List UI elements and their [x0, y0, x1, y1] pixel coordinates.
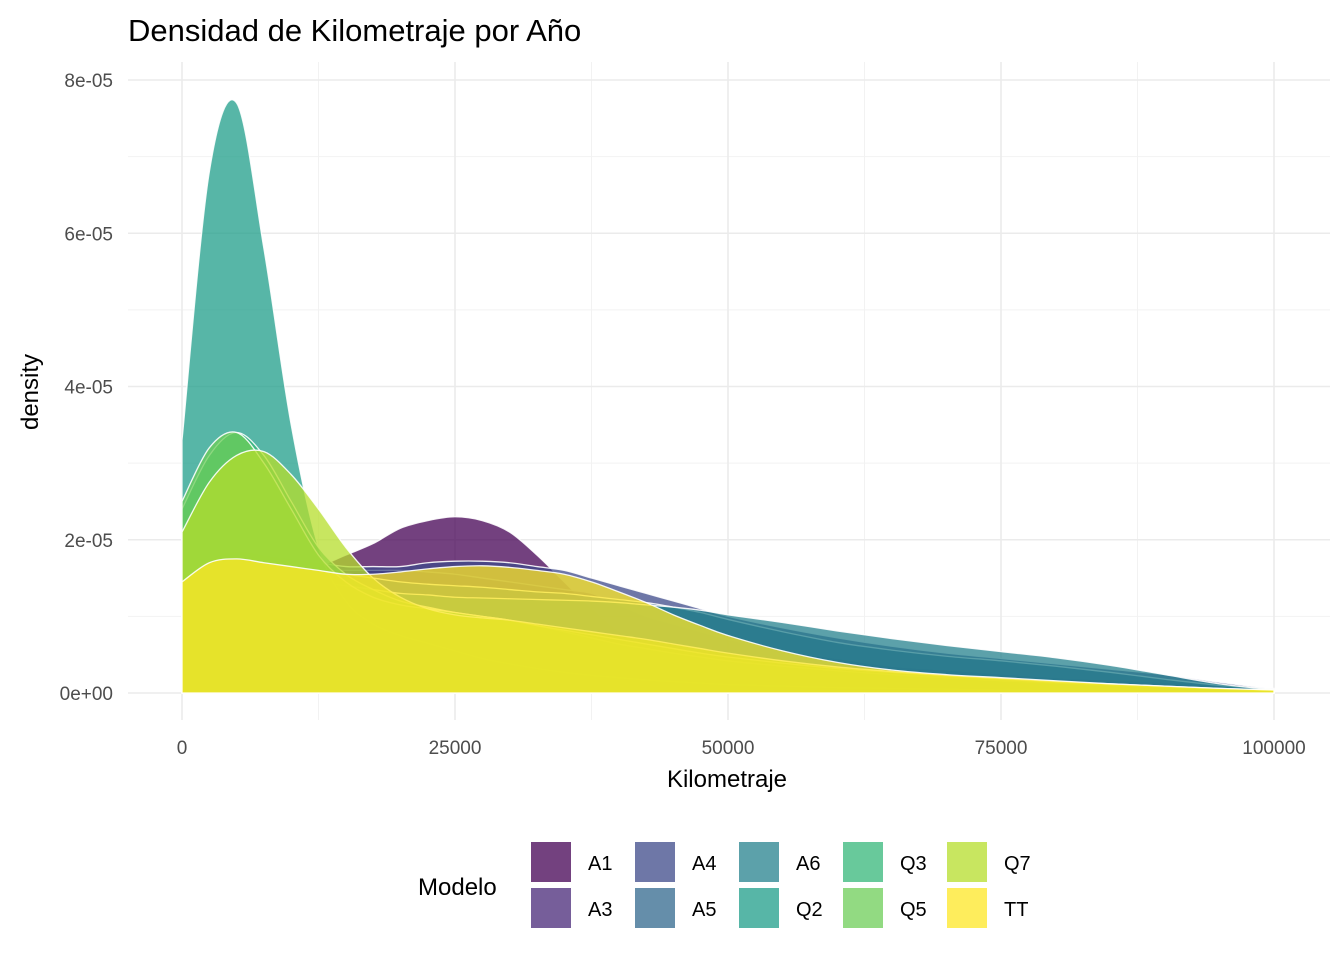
legend-key-a6	[739, 842, 779, 882]
x-tick-label: 50000	[702, 738, 755, 759]
density-areas	[181, 99, 1275, 694]
legend-key-a3	[531, 888, 571, 928]
y-tick-label: 4e-05	[64, 378, 113, 399]
density-area-tt	[181, 558, 1275, 694]
x-tick-label: 0	[177, 738, 188, 759]
legend-label-q2: Q2	[796, 899, 823, 921]
legend-key-a1	[531, 842, 571, 882]
x-tick-label: 100000	[1242, 738, 1305, 759]
x-axis-title: Kilometraje	[667, 766, 787, 793]
legend-label-q5: Q5	[900, 899, 927, 921]
y-tick-label: 2e-05	[64, 531, 113, 552]
x-tick-label: 75000	[975, 738, 1028, 759]
legend-key-tt	[947, 888, 987, 928]
x-tick-label: 25000	[429, 738, 482, 759]
legend-key-q2	[739, 888, 779, 928]
legend: Modelo A1 A3 A4 A5 A6 Q2 Q3 Q5 Q7 TT	[418, 842, 1031, 928]
legend-label-q3: Q3	[900, 853, 927, 875]
legend-label-q7: Q7	[1004, 853, 1031, 875]
y-axis-title: density	[17, 354, 44, 430]
legend-label-a4: A4	[692, 853, 716, 875]
chart-title: Densidad de Kilometraje por Año	[128, 13, 581, 48]
y-tick-label: 0e+00	[60, 684, 113, 705]
y-axis-ticks: 0e+00 2e-05 4e-05 6e-05 8e-05	[60, 71, 113, 705]
y-tick-label: 6e-05	[64, 224, 113, 245]
legend-label-tt: TT	[1004, 899, 1028, 921]
legend-key-a4	[635, 842, 675, 882]
legend-label-a6: A6	[796, 853, 820, 875]
legend-label-a3: A3	[588, 899, 612, 921]
y-tick-label: 8e-05	[64, 71, 113, 92]
x-axis-ticks: 0 25000 50000 75000 100000	[177, 738, 1306, 759]
legend-label-a1: A1	[588, 853, 612, 875]
legend-key-q7	[947, 842, 987, 882]
legend-title: Modelo	[418, 874, 497, 901]
legend-label-a5: A5	[692, 899, 716, 921]
legend-key-q3	[843, 842, 883, 882]
legend-key-q5	[843, 888, 883, 928]
legend-key-a5	[635, 888, 675, 928]
